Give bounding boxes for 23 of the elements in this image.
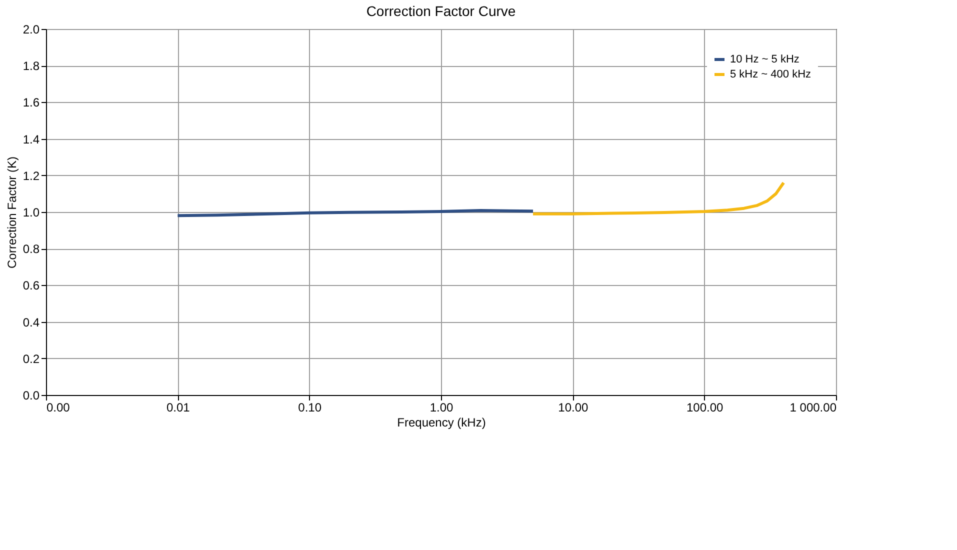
y-axis-title: Correction Factor (K) xyxy=(4,156,19,269)
x-tick-label: 1.00 xyxy=(430,400,454,414)
y-tick-label: 0.4 xyxy=(22,315,40,330)
y-tick-label: 0.6 xyxy=(22,278,40,293)
x-tick-label: 1 000.00 xyxy=(790,400,837,414)
legend-label: 5 kHz ~ 400 kHz xyxy=(730,68,812,80)
y-tick-label: 1.4 xyxy=(22,132,40,146)
y-tick-label: 0.2 xyxy=(22,352,40,366)
x-tick-label: 0.10 xyxy=(298,400,322,414)
legend-label: 10 Hz ~ 5 kHz xyxy=(730,54,800,66)
x-tick-label: 10.00 xyxy=(558,400,589,414)
x-tick-label: 0.01 xyxy=(166,400,190,414)
x-axis-title: Frequency (kHz) xyxy=(397,416,486,430)
x-tick-label: 0.00 xyxy=(46,400,70,414)
chart-title: Correction Factor Curve xyxy=(366,3,516,19)
x-tick-label: 100.00 xyxy=(686,400,724,414)
y-tick-label: 0.0 xyxy=(22,388,40,402)
y-tick-label: 1.8 xyxy=(22,59,40,74)
y-tick-label: 1.0 xyxy=(22,206,40,220)
y-tick-label: 0.8 xyxy=(22,242,40,256)
y-tick-label: 2.0 xyxy=(22,22,40,36)
y-tick-label: 1.6 xyxy=(22,96,40,110)
y-tick-label: 1.2 xyxy=(22,168,40,183)
